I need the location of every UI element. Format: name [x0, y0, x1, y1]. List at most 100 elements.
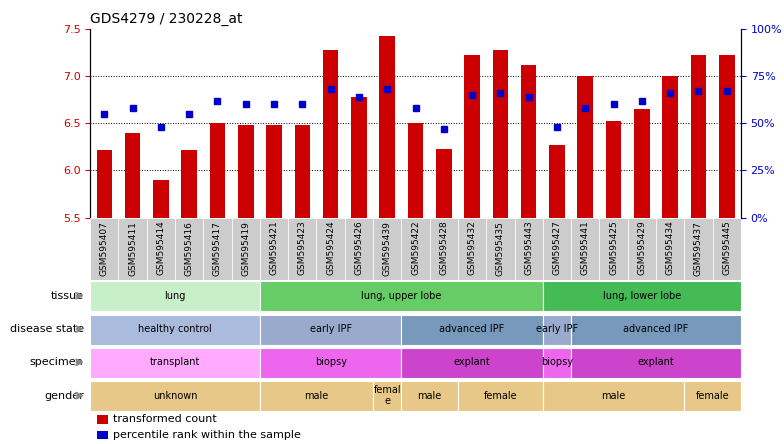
Text: GSM595434: GSM595434 [666, 221, 675, 275]
Bar [628, 218, 656, 280]
Bar [295, 125, 310, 218]
Bar [458, 218, 486, 280]
Bar [719, 56, 735, 218]
Bar [175, 218, 203, 280]
Text: biopsy: biopsy [541, 357, 573, 367]
Text: male: male [304, 391, 328, 400]
Text: specimen: specimen [30, 357, 84, 367]
Bar [96, 415, 108, 424]
Text: GSM595426: GSM595426 [354, 221, 364, 275]
Bar [514, 218, 543, 280]
Text: GSM595419: GSM595419 [241, 221, 250, 276]
Bar [600, 218, 628, 280]
Text: unknown: unknown [153, 391, 198, 400]
Text: GSM595421: GSM595421 [270, 221, 278, 275]
Bar [90, 315, 260, 345]
Text: GSM595428: GSM595428 [439, 221, 448, 275]
Bar [203, 218, 231, 280]
Bar [578, 76, 593, 218]
Bar [543, 281, 741, 311]
Bar [231, 218, 260, 280]
Bar [260, 348, 401, 378]
Bar [401, 348, 543, 378]
Bar [345, 218, 373, 280]
Bar [401, 315, 543, 345]
Text: explant: explant [454, 357, 491, 367]
Bar [458, 381, 543, 411]
Text: lung, upper lobe: lung, upper lobe [361, 291, 441, 301]
Bar [260, 281, 543, 311]
Text: gender: gender [44, 391, 84, 400]
Bar [118, 218, 147, 280]
Text: biopsy: biopsy [314, 357, 347, 367]
Bar [260, 315, 401, 345]
Bar [90, 348, 260, 378]
Bar [571, 315, 741, 345]
Text: GSM595427: GSM595427 [553, 221, 561, 275]
Bar [684, 381, 741, 411]
Text: female: female [695, 391, 729, 400]
Bar [543, 348, 571, 378]
Bar [267, 125, 281, 218]
Text: explant: explant [637, 357, 674, 367]
Bar [571, 218, 600, 280]
Text: male: male [418, 391, 442, 400]
Text: transplant: transplant [150, 357, 200, 367]
Bar [656, 218, 684, 280]
Text: advanced IPF: advanced IPF [440, 324, 505, 334]
Bar [90, 381, 260, 411]
Bar [90, 218, 118, 280]
Bar [543, 315, 571, 345]
Text: disease state: disease state [9, 324, 84, 334]
Text: GSM595407: GSM595407 [100, 221, 109, 276]
Text: GSM595411: GSM595411 [128, 221, 137, 276]
Bar [317, 218, 345, 280]
Text: early IPF: early IPF [310, 324, 352, 334]
Text: GSM595439: GSM595439 [383, 221, 392, 276]
Bar [691, 56, 706, 218]
Bar [238, 125, 253, 218]
Text: GSM595416: GSM595416 [185, 221, 194, 276]
Bar [260, 381, 373, 411]
Bar [90, 281, 260, 311]
Text: lung, lower lobe: lung, lower lobe [603, 291, 681, 301]
Bar [373, 218, 401, 280]
Bar [521, 65, 536, 218]
Bar [662, 76, 678, 218]
Bar [464, 56, 480, 218]
Text: GSM595424: GSM595424 [326, 221, 335, 275]
Text: GSM595425: GSM595425 [609, 221, 618, 275]
Text: GDS4279 / 230228_at: GDS4279 / 230228_at [90, 12, 243, 27]
Bar [209, 123, 225, 218]
Bar [96, 150, 112, 218]
Bar [543, 218, 571, 280]
Bar [550, 145, 564, 218]
Text: GSM595432: GSM595432 [467, 221, 477, 275]
Text: lung: lung [165, 291, 186, 301]
Bar [571, 348, 741, 378]
Text: advanced IPF: advanced IPF [623, 324, 688, 334]
Bar [684, 218, 713, 280]
Text: femal
e: femal e [373, 385, 401, 406]
Bar [373, 381, 401, 411]
Text: GSM595414: GSM595414 [156, 221, 165, 275]
Text: GSM595423: GSM595423 [298, 221, 307, 275]
Text: GSM595437: GSM595437 [694, 221, 703, 276]
Bar [408, 123, 423, 218]
Text: GSM595445: GSM595445 [722, 221, 731, 275]
Bar [96, 431, 108, 440]
Text: female: female [484, 391, 517, 400]
Bar [492, 50, 508, 218]
Bar [606, 121, 622, 218]
Bar [401, 381, 458, 411]
Bar [430, 218, 458, 280]
Bar [181, 150, 197, 218]
Text: tissue: tissue [51, 291, 84, 301]
Bar [401, 218, 430, 280]
Bar [351, 97, 367, 218]
Text: transformed count: transformed count [113, 414, 216, 424]
Text: GSM595441: GSM595441 [581, 221, 590, 275]
Text: GSM595417: GSM595417 [213, 221, 222, 276]
Bar [260, 218, 289, 280]
Text: percentile rank within the sample: percentile rank within the sample [113, 430, 301, 440]
